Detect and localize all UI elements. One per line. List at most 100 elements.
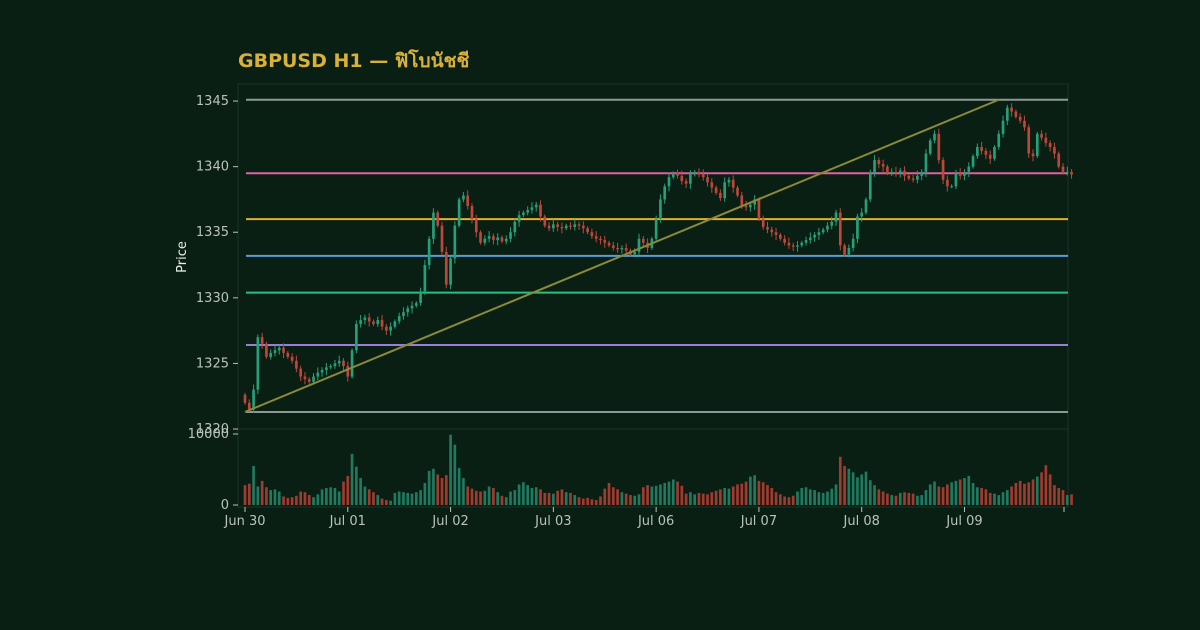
volume-bar — [740, 483, 744, 505]
candle-body — [993, 146, 996, 159]
candle-body — [659, 199, 662, 220]
volume-bar — [466, 486, 470, 505]
candle-body — [269, 352, 273, 357]
volume-bar — [552, 493, 555, 505]
volume-bar — [920, 495, 923, 505]
candle-body — [290, 356, 294, 361]
candle-body — [556, 224, 559, 227]
volume-bar — [504, 497, 508, 505]
volume-bar — [522, 482, 525, 505]
volume-bar — [671, 479, 675, 505]
volume-bar — [269, 490, 273, 505]
volume-bar — [427, 470, 431, 505]
candle-body — [881, 164, 885, 167]
volume-bar — [573, 495, 577, 505]
volume-bar — [719, 489, 722, 505]
volume-bar — [299, 491, 303, 505]
volume-bar — [449, 434, 452, 505]
candle-body — [397, 316, 401, 322]
candle-body — [1031, 153, 1035, 157]
candle-body — [954, 173, 958, 187]
candle-body — [582, 225, 585, 229]
candle-body — [886, 166, 889, 174]
candle-body — [817, 232, 821, 235]
volume-bar — [629, 495, 632, 505]
candle-body — [256, 337, 260, 390]
volume-bar — [414, 492, 418, 505]
volume-bar — [312, 497, 315, 505]
candle-body — [864, 199, 868, 213]
volume-bar — [701, 493, 705, 505]
candle-body — [577, 224, 581, 226]
candle-body — [496, 237, 500, 241]
candle-body — [1057, 153, 1061, 167]
candle-body — [971, 156, 975, 167]
candle-body — [492, 236, 495, 241]
candle-body — [877, 160, 881, 165]
volume-bar — [453, 444, 457, 505]
volume-bar — [907, 492, 911, 505]
volume-bar — [359, 478, 362, 505]
candle-body — [611, 245, 615, 248]
volume-bar — [783, 496, 786, 505]
volume-tick-label: 0 — [221, 498, 229, 513]
volume-bar — [513, 490, 517, 505]
volume-bar — [590, 499, 594, 505]
volume-bar — [1027, 482, 1031, 505]
candle-body — [483, 238, 487, 243]
volume-bar — [693, 494, 697, 505]
volume-bar — [474, 490, 478, 505]
candle-body — [907, 175, 911, 179]
candle-body — [740, 195, 744, 206]
volume-bar — [838, 456, 842, 505]
volume-bar — [603, 488, 607, 505]
volume-bar — [1010, 486, 1013, 505]
candle-body — [997, 133, 1001, 147]
volume-bar — [329, 487, 332, 505]
volume-bar — [560, 489, 564, 505]
candle-body — [295, 360, 298, 369]
candle-body — [933, 133, 936, 141]
volume-bar — [886, 493, 889, 505]
volume-bar — [641, 487, 645, 505]
candle-body — [1001, 120, 1005, 134]
volume-bar — [539, 489, 542, 505]
volume-bar — [894, 495, 898, 505]
volume-bar — [346, 475, 350, 505]
candle-body — [851, 238, 855, 248]
volume-bar — [564, 492, 568, 505]
volume-bar — [406, 492, 410, 505]
candle-body — [325, 367, 328, 370]
volume-bar — [727, 488, 731, 505]
candle-body — [534, 204, 538, 208]
candle-body — [367, 317, 371, 322]
volume-bar — [654, 485, 658, 505]
volume-bar — [487, 486, 491, 505]
candle-body — [337, 360, 341, 364]
volume-bar — [492, 487, 495, 505]
candle-body — [440, 225, 444, 252]
candle-body — [432, 212, 435, 239]
candle-body — [624, 247, 628, 251]
volume-bar — [950, 482, 953, 505]
candle-body — [976, 146, 979, 157]
candle-body — [569, 225, 572, 227]
volume-bar — [933, 481, 936, 505]
candle-body — [573, 224, 577, 227]
candle-body — [873, 160, 876, 174]
volume-bar — [1057, 487, 1061, 505]
candle-body — [928, 140, 932, 154]
candle-body — [667, 177, 671, 187]
volume-bar — [993, 493, 996, 505]
candle-body — [320, 369, 324, 373]
volume-bar — [355, 466, 358, 505]
volume-bar — [380, 498, 384, 505]
volume-bar — [1040, 472, 1043, 505]
candle-body — [783, 238, 786, 243]
volume-bar — [376, 495, 380, 505]
candle-body — [1027, 127, 1031, 154]
candle-body — [560, 226, 564, 229]
volume-bar — [611, 487, 615, 505]
candle-body — [1040, 133, 1043, 138]
